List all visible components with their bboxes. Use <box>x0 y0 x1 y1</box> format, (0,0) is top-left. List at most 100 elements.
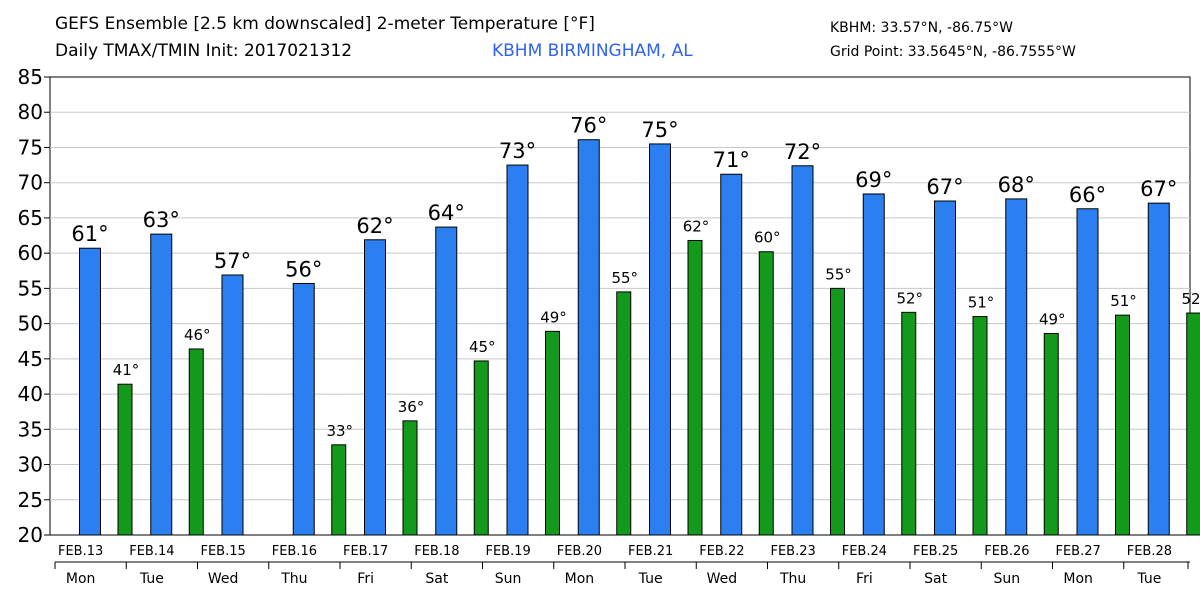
tmax-label: 67° <box>1140 177 1177 201</box>
date-label: FEB.13 <box>58 544 103 559</box>
tmax-bar <box>791 165 814 536</box>
tmin-label: 52° <box>1181 290 1200 308</box>
weekday-label: Thu <box>779 571 806 587</box>
tmax-label: 75° <box>641 118 678 142</box>
tmax-bar <box>79 247 101 536</box>
tmax-bar <box>506 164 529 536</box>
tmax-label: 62° <box>356 214 393 238</box>
y-tick-label: 40 <box>18 382 43 406</box>
tmax-label: 57° <box>214 249 251 273</box>
tmin-bar <box>1115 314 1130 536</box>
tmax-label: 61° <box>71 222 108 246</box>
tmin-bar <box>545 330 560 536</box>
tmin-label: 51° <box>1110 292 1137 310</box>
tmax-bar <box>150 233 173 536</box>
y-tick-label: 45 <box>18 347 43 371</box>
tmax-bar <box>1076 208 1099 536</box>
tmax-label: 76° <box>570 114 607 138</box>
tmin-bar <box>473 360 489 536</box>
tmin-label: 36° <box>398 398 425 416</box>
date-label: FEB.18 <box>414 544 459 559</box>
weekday-label: Wed <box>707 571 738 587</box>
tmin-bar <box>687 239 703 536</box>
tmin-label: 49° <box>540 308 567 326</box>
tmax-label: 66° <box>1069 183 1106 207</box>
date-label: FEB.21 <box>628 544 673 559</box>
y-tick-label: 55 <box>18 276 43 300</box>
date-label: FEB.27 <box>1055 544 1100 559</box>
tmin-bar <box>1043 332 1059 536</box>
y-tick-label: 50 <box>18 312 43 336</box>
chart-title: GEFS Ensemble [2.5 km downscaled] 2-mete… <box>55 14 595 34</box>
tmin-bar <box>402 420 418 536</box>
tmax-bar <box>1005 198 1028 536</box>
date-label: FEB.20 <box>557 544 602 559</box>
weekday-label: Sat <box>425 571 448 587</box>
tmin-label: 46° <box>184 326 211 344</box>
tmin-label: 55° <box>611 269 638 287</box>
tmin-label: 33° <box>326 422 353 440</box>
tmax-bar <box>292 282 315 536</box>
tmin-bar <box>1186 312 1200 536</box>
weekday-label: Sun <box>495 571 522 587</box>
tmax-bar <box>577 139 600 536</box>
date-label: FEB.24 <box>842 544 887 559</box>
y-tick-label: 25 <box>18 488 43 512</box>
tmax-label: 63° <box>143 208 180 232</box>
station-name: KBHM BIRMINGHAM, AL <box>492 41 693 61</box>
date-label: FEB.15 <box>200 544 245 559</box>
tmax-bar <box>934 200 956 536</box>
date-label: FEB.16 <box>272 544 317 559</box>
tmax-label: 71° <box>713 148 750 172</box>
weekday-label: Tue <box>139 571 164 587</box>
tmin-label: 49° <box>1039 310 1066 328</box>
tmax-label: 73° <box>499 139 536 163</box>
tmin-bar <box>331 444 347 536</box>
y-tick-label: 75 <box>18 135 43 159</box>
weekday-label: Tue <box>638 571 663 587</box>
date-label: FEB.23 <box>770 544 815 559</box>
tmin-label: 55° <box>825 265 852 283</box>
tmax-bar <box>221 274 244 536</box>
y-tick-label: 30 <box>18 453 43 477</box>
tmin-bar <box>616 291 632 536</box>
weekday-label: Thu <box>280 571 307 587</box>
tmax-bar <box>649 143 671 536</box>
tmin-bar <box>901 311 917 536</box>
weekday-label: Sat <box>924 571 947 587</box>
weekday-label: Fri <box>357 571 374 587</box>
tmin-label: 62° <box>683 217 710 235</box>
date-label: FEB.17 <box>343 544 388 559</box>
tmin-label: 41° <box>113 361 140 379</box>
tmax-label: 67° <box>926 175 963 199</box>
tmax-label: 72° <box>784 140 821 164</box>
y-tick-label: 65 <box>18 206 43 230</box>
tmin-bar <box>830 287 845 536</box>
y-tick-label: 85 <box>18 65 43 89</box>
tmin-bar <box>758 251 774 536</box>
date-label: FEB.19 <box>485 544 530 559</box>
tmin-bar <box>188 348 204 536</box>
weekday-label: Tue <box>1136 571 1161 587</box>
chart-subtitle: Daily TMAX/TMIN Init: 2017021312 <box>55 41 353 61</box>
y-tick-label: 20 <box>18 523 43 547</box>
tmin-bar <box>117 383 133 536</box>
weekday-label: Sun <box>994 571 1021 587</box>
tmax-bar <box>862 193 885 536</box>
tmin-bar <box>972 316 988 536</box>
y-tick-label: 60 <box>18 241 43 265</box>
date-label: FEB.25 <box>913 544 958 559</box>
date-label: FEB.28 <box>1127 544 1172 559</box>
y-tick-label: 70 <box>18 171 43 195</box>
tmax-label: 69° <box>855 168 892 192</box>
weekday-label: Wed <box>208 571 239 587</box>
date-label: FEB.26 <box>984 544 1029 559</box>
tmax-bar <box>364 239 386 536</box>
weekday-label: Mon <box>1063 571 1093 587</box>
tmax-bar <box>435 226 458 536</box>
tmax-label: 64° <box>428 201 465 225</box>
tmax-label: 56° <box>285 257 322 281</box>
date-label: FEB.14 <box>129 544 174 559</box>
tmin-label: 45° <box>469 338 496 356</box>
